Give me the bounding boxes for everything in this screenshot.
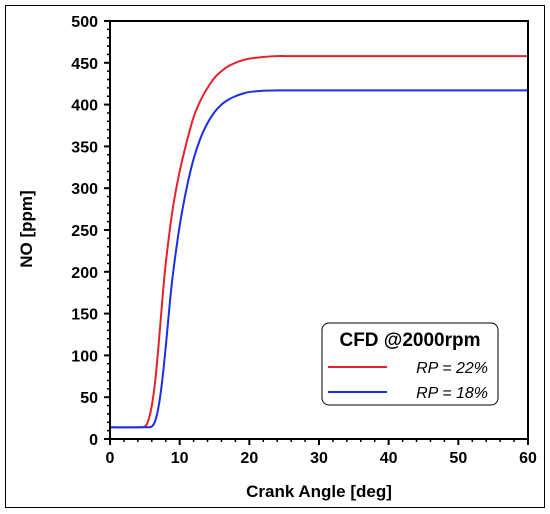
y-axis-label: NO [ppm]	[17, 190, 36, 267]
y-tick-label-100: 100	[71, 348, 98, 365]
y-tick-label-450: 450	[71, 56, 98, 73]
series-line-0	[109, 55, 528, 429]
x-tick-label-60: 60	[519, 450, 537, 467]
y-tick-label-350: 350	[71, 139, 98, 156]
y-tick-label-400: 400	[71, 98, 98, 115]
x-tick-label-10: 10	[171, 450, 189, 467]
x-tick-label-0: 0	[106, 450, 115, 467]
series-line-1	[109, 89, 528, 429]
x-tick-label-40: 40	[380, 450, 398, 467]
x-tick-label-30: 30	[310, 450, 328, 467]
y-tick-label-200: 200	[71, 265, 98, 282]
y-tick-label-0: 0	[89, 432, 98, 449]
figure-border	[5, 5, 545, 508]
legend-box	[321, 322, 499, 406]
y-tick-label-500: 500	[71, 14, 98, 31]
y-tick-label-250: 250	[71, 223, 98, 240]
legend-title: CFD @2000rpm	[339, 330, 480, 351]
plot-area-frame	[109, 20, 529, 440]
x-axis-label: Crank Angle [deg]	[246, 482, 392, 501]
legend-label-rp22: RP = 22%	[416, 360, 488, 377]
x-tick-label-50: 50	[449, 450, 467, 467]
y-tick-label-150: 150	[71, 307, 98, 324]
legend-label-rp18: RP = 18%	[416, 385, 488, 402]
y-tick-label-50: 50	[80, 390, 98, 407]
y-tick-label-300: 300	[71, 181, 98, 198]
x-tick-label-20: 20	[240, 450, 258, 467]
legend: CFD @2000rpm RP = 22% RP = 18%	[321, 322, 499, 406]
